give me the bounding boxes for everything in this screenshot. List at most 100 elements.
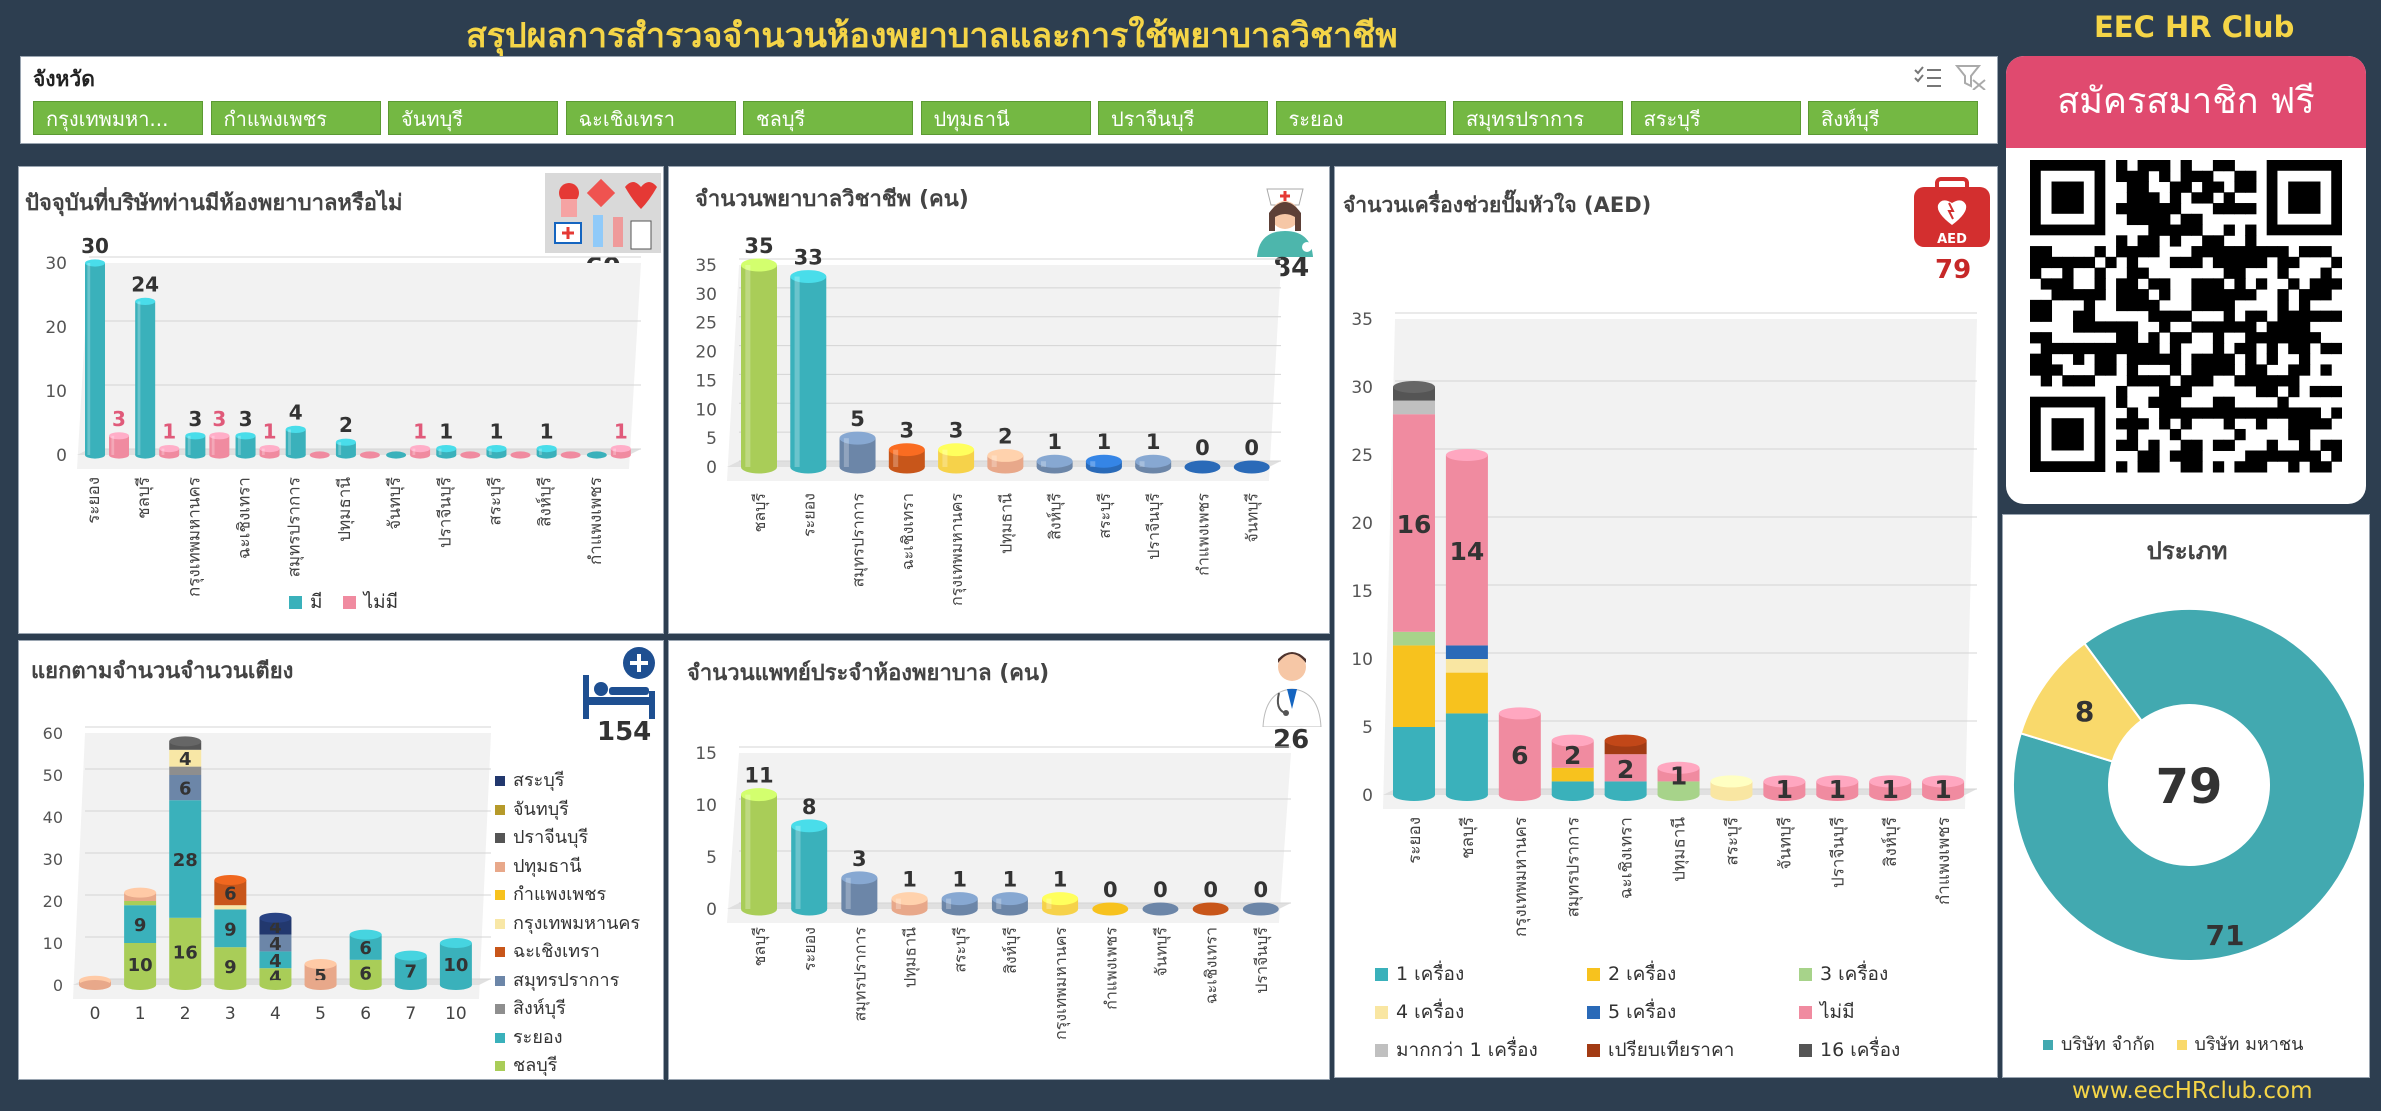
room-bar-1-3-shine bbox=[261, 448, 265, 455]
qr-module bbox=[2212, 299, 2225, 312]
room-bar-0-9-shine bbox=[539, 448, 542, 455]
qr-module bbox=[2212, 321, 2225, 333]
province-chip-9[interactable]: สระบุรี bbox=[1630, 101, 1801, 135]
qr-module bbox=[2180, 461, 2192, 473]
bed-label-2-1: 28 bbox=[173, 850, 198, 871]
bed-base-2 bbox=[169, 980, 202, 990]
bed-legend-swatch-9 bbox=[495, 1032, 505, 1043]
qr-module bbox=[2212, 278, 2225, 290]
room-bar-0-5 bbox=[335, 438, 356, 459]
aed-legend-swatch-0 bbox=[1375, 968, 1388, 981]
qr-module bbox=[2083, 375, 2096, 387]
qr-module bbox=[2159, 321, 2171, 333]
aed-seg-0-0 bbox=[1393, 727, 1435, 795]
multiselect-icon[interactable] bbox=[1914, 66, 1941, 87]
nurse-backwall bbox=[727, 265, 1281, 481]
qr-module bbox=[2331, 450, 2342, 462]
province-chip-10[interactable]: สิงห์บุรี bbox=[1808, 101, 1978, 135]
qr-module bbox=[2191, 364, 2203, 376]
panel-nurses: จำนวนพยาบาลวิชาชีพ (คน) 84 0 5 10 15 20 25 30 3… bbox=[668, 166, 1330, 634]
room-ytick-1: 10 bbox=[45, 382, 67, 402]
legend-no: ไม่มี bbox=[363, 591, 399, 613]
room-backwall bbox=[77, 263, 641, 469]
room-bar-0-3-body bbox=[235, 435, 256, 455]
qr-module bbox=[2169, 385, 2182, 398]
bed-ytick-1: 10 bbox=[43, 934, 63, 953]
bed-label-1-1: 9 bbox=[134, 915, 147, 936]
province-chip-5[interactable]: ปทุมธานี bbox=[920, 101, 1091, 135]
doctor-bar-3-cap bbox=[891, 892, 928, 906]
aed-label-10: 1 bbox=[1934, 775, 1951, 804]
qr-module bbox=[2245, 203, 2257, 215]
qr-module bbox=[2298, 439, 2311, 451]
qr-module bbox=[2040, 364, 2053, 376]
qr-module bbox=[2126, 342, 2139, 355]
room-bar-0-0-body bbox=[85, 263, 105, 455]
qr-module bbox=[2255, 407, 2268, 419]
qr-module bbox=[2266, 450, 2278, 462]
nurse-bar-0-base bbox=[741, 460, 777, 474]
nurse-ytick-0: 0 bbox=[706, 458, 717, 478]
qr-module bbox=[2094, 364, 2106, 376]
qr-module bbox=[2191, 461, 2203, 473]
qr-module bbox=[2169, 332, 2182, 344]
qr-module bbox=[2212, 407, 2225, 419]
signup-card[interactable]: สมัครสมาชิก ฟรี bbox=[2006, 56, 2366, 504]
bed-legend-item-9: ระยอง bbox=[495, 1022, 562, 1051]
website-link[interactable]: www.eecHRclub.com bbox=[2072, 1078, 2313, 1104]
province-chip-0[interactable]: กรุงเทพมหา... bbox=[33, 101, 203, 135]
qr-module bbox=[2298, 450, 2311, 462]
clear-filter-icon[interactable] bbox=[1954, 65, 1986, 90]
qr-module bbox=[2126, 299, 2139, 312]
doctor-bar-6-base bbox=[1042, 902, 1079, 916]
room-bar-1-10-base bbox=[610, 451, 631, 459]
province-chip-3[interactable]: ฉะเชิงเทรา bbox=[565, 101, 736, 135]
room-xtick-7: ปราจีนบุรี bbox=[435, 477, 455, 548]
room-bar-1-1-cap bbox=[159, 445, 180, 453]
province-chip-8[interactable]: สมุทรปราการ bbox=[1453, 101, 1623, 135]
qr-module bbox=[2223, 418, 2235, 430]
nurse-bar-8-cap bbox=[1135, 454, 1172, 468]
province-chip-1[interactable]: กำแพงเพชร bbox=[210, 101, 381, 135]
doctor-bar-1-shine bbox=[795, 825, 801, 909]
qr-module bbox=[2223, 353, 2235, 365]
doctor-total: 26 bbox=[1273, 725, 1310, 755]
qr-module bbox=[2137, 160, 2149, 172]
aed-xtick-0: ระยอง bbox=[1405, 817, 1425, 864]
bed-legend-swatch-8 bbox=[495, 1004, 505, 1014]
bed-ytick-3: 30 bbox=[43, 850, 63, 869]
signup-banner[interactable]: สมัครสมาชิก ฟรี bbox=[2006, 56, 2366, 148]
bed-xtick-7: 7 bbox=[405, 1004, 416, 1024]
aed-seg-1-1 bbox=[1445, 672, 1488, 714]
qr-module bbox=[2137, 267, 2149, 279]
province-chip-7[interactable]: ระยอง bbox=[1275, 101, 1446, 135]
room-bar-1-3 bbox=[259, 445, 280, 459]
aed-xtick-9: สิงห์บุรี bbox=[1881, 817, 1901, 867]
province-chip-4[interactable]: ชลบุรี bbox=[743, 101, 913, 135]
qr-module bbox=[2266, 375, 2278, 387]
qr-code[interactable] bbox=[2030, 160, 2342, 490]
qr-module bbox=[2105, 342, 2117, 355]
qr-module bbox=[2148, 235, 2160, 247]
nurse-bar-6-shine bbox=[1040, 461, 1046, 467]
doctor-bar-1-base bbox=[791, 902, 828, 916]
province-chip-6[interactable]: ปราจีนบุรี bbox=[1098, 101, 1268, 135]
aed-base-4 bbox=[1604, 789, 1647, 801]
nurse-label-7: 1 bbox=[1097, 430, 1112, 454]
qr-module bbox=[2202, 181, 2214, 193]
qr-module bbox=[2245, 246, 2257, 258]
qr-module bbox=[2137, 299, 2149, 312]
qr-module bbox=[2245, 181, 2257, 193]
room-bar-0-0 bbox=[85, 259, 105, 459]
doctor-bar-0-base bbox=[741, 902, 777, 916]
qr-module bbox=[2094, 342, 2106, 355]
qr-module bbox=[2159, 160, 2171, 172]
nurse-xtick-4: กรุงเทพมหานคร bbox=[947, 493, 967, 606]
qr-module bbox=[2137, 213, 2149, 226]
province-chip-2[interactable]: จันทบุรี bbox=[388, 101, 558, 135]
qr-module bbox=[2255, 246, 2268, 258]
aed-legend-swatch-8 bbox=[1799, 1044, 1812, 1057]
nurse-bar-6 bbox=[1036, 454, 1073, 474]
qr-module bbox=[2191, 450, 2203, 462]
